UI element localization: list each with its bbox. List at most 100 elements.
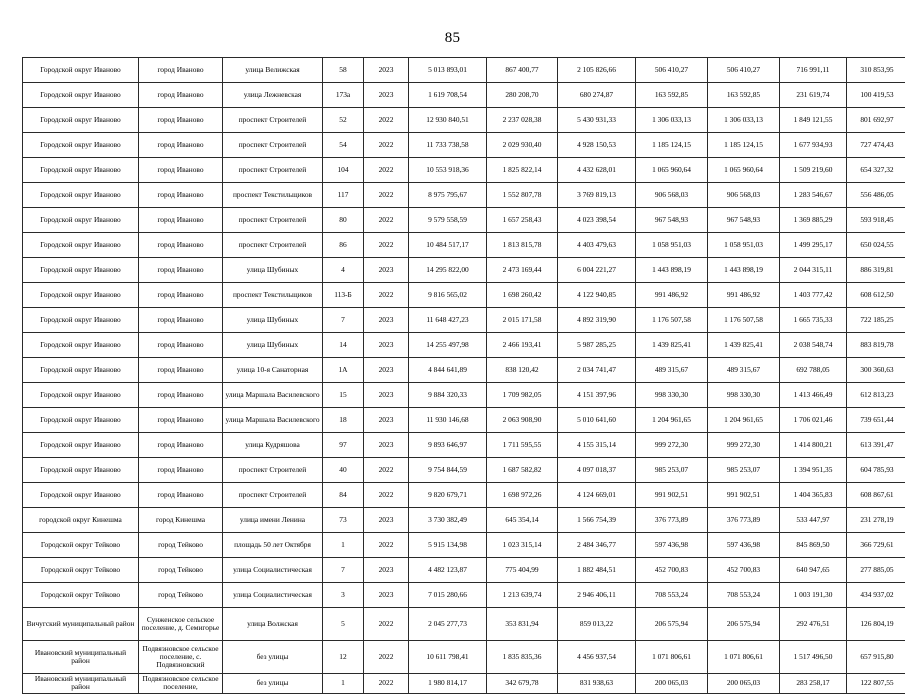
- cell-total: 9 884 320,33: [409, 383, 487, 408]
- cell-municipality: Городской округ Иваново: [23, 108, 139, 133]
- cell-amount_4: 1 065 960,64: [636, 158, 708, 183]
- cell-amount_3: 4 124 669,01: [558, 483, 636, 508]
- cell-house: 54: [323, 133, 364, 158]
- cell-settlement: Подвязновское сельское поселение,: [139, 674, 223, 694]
- cell-year: 2022: [364, 183, 409, 208]
- cell-amount_2: 2 237 028,38: [487, 108, 558, 133]
- cell-street: без улицы: [223, 674, 323, 694]
- cell-amount_3: 4 023 398,54: [558, 208, 636, 233]
- cell-house: 80: [323, 208, 364, 233]
- cell-amount_5: 1 439 825,41: [708, 333, 780, 358]
- cell-street: улица Социалистическая: [223, 558, 323, 583]
- cell-settlement: город Тейково: [139, 533, 223, 558]
- cell-amount_3: 4 432 628,01: [558, 158, 636, 183]
- cell-amount_5: 708 553,24: [708, 583, 780, 608]
- cell-amount_5: 1 443 898,19: [708, 258, 780, 283]
- cell-amount_7: 722 185,25: [847, 308, 905, 333]
- cell-municipality: Городской округ Иваново: [23, 283, 139, 308]
- cell-amount_2: 1 825 822,14: [487, 158, 558, 183]
- cell-total: 9 579 558,59: [409, 208, 487, 233]
- cell-amount_7: 300 360,63: [847, 358, 905, 383]
- cell-total: 1 980 814,17: [409, 674, 487, 694]
- cell-amount_5: 1 306 033,13: [708, 108, 780, 133]
- cell-amount_6: 1 404 365,83: [780, 483, 847, 508]
- cell-amount_7: 604 785,93: [847, 458, 905, 483]
- cell-amount_4: 999 272,30: [636, 433, 708, 458]
- cell-amount_6: 231 619,74: [780, 83, 847, 108]
- cell-total: 9 820 679,71: [409, 483, 487, 508]
- cell-house: 4: [323, 258, 364, 283]
- cell-street: проспект Строителей: [223, 158, 323, 183]
- cell-amount_6: 1 677 934,93: [780, 133, 847, 158]
- cell-amount_2: 280 208,70: [487, 83, 558, 108]
- cell-amount_7: 231 278,19: [847, 508, 905, 533]
- cell-street: улица Лежневская: [223, 83, 323, 108]
- cell-amount_2: 1 023 315,14: [487, 533, 558, 558]
- cell-year: 2022: [364, 283, 409, 308]
- cell-amount_2: 2 029 930,40: [487, 133, 558, 158]
- cell-settlement: город Тейково: [139, 558, 223, 583]
- cell-settlement: город Иваново: [139, 283, 223, 308]
- cell-amount_3: 5 430 931,33: [558, 108, 636, 133]
- cell-amount_3: 831 938,63: [558, 674, 636, 694]
- cell-total: 5 013 893,01: [409, 58, 487, 83]
- cell-amount_6: 1 849 121,55: [780, 108, 847, 133]
- cell-total: 9 754 844,59: [409, 458, 487, 483]
- cell-year: 2023: [364, 308, 409, 333]
- cell-amount_6: 533 447,97: [780, 508, 847, 533]
- cell-settlement: Подвязновское сельское поселение, с. Под…: [139, 641, 223, 674]
- cell-street: улица 10-я Санаторная: [223, 358, 323, 383]
- cell-settlement: город Иваново: [139, 158, 223, 183]
- cell-house: 52: [323, 108, 364, 133]
- cell-house: 73: [323, 508, 364, 533]
- cell-amount_2: 1 687 582,82: [487, 458, 558, 483]
- cell-amount_7: 556 486,05: [847, 183, 905, 208]
- cell-amount_7: 277 885,05: [847, 558, 905, 583]
- cell-amount_4: 1 204 961,65: [636, 408, 708, 433]
- cell-amount_5: 1 204 961,65: [708, 408, 780, 433]
- cell-amount_2: 2 473 169,44: [487, 258, 558, 283]
- cell-total: 2 045 277,73: [409, 608, 487, 641]
- cell-amount_2: 1 657 258,43: [487, 208, 558, 233]
- cell-amount_7: 727 474,43: [847, 133, 905, 158]
- cell-settlement: город Иваново: [139, 258, 223, 283]
- cell-municipality: Городской округ Иваново: [23, 183, 139, 208]
- cell-municipality: Городской округ Иваново: [23, 358, 139, 383]
- cell-amount_4: 200 065,03: [636, 674, 708, 694]
- cell-amount_2: 867 400,77: [487, 58, 558, 83]
- cell-year: 2023: [364, 583, 409, 608]
- cell-total: 9 893 646,97: [409, 433, 487, 458]
- cell-total: 5 915 134,98: [409, 533, 487, 558]
- cell-settlement: Сунженское сельское поселение, д. Семиго…: [139, 608, 223, 641]
- cell-amount_5: 991 486,92: [708, 283, 780, 308]
- cell-year: 2023: [364, 333, 409, 358]
- cell-amount_4: 998 330,30: [636, 383, 708, 408]
- cell-house: 5: [323, 608, 364, 641]
- cell-amount_7: 608 612,50: [847, 283, 905, 308]
- cell-amount_5: 1 176 507,58: [708, 308, 780, 333]
- cell-amount_3: 1 882 484,51: [558, 558, 636, 583]
- cell-amount_4: 1 439 825,41: [636, 333, 708, 358]
- cell-amount_5: 1 071 806,61: [708, 641, 780, 674]
- cell-total: 11 648 427,23: [409, 308, 487, 333]
- cell-amount_3: 4 122 940,85: [558, 283, 636, 308]
- cell-amount_5: 163 592,85: [708, 83, 780, 108]
- cell-settlement: город Тейково: [139, 583, 223, 608]
- cell-settlement: город Иваново: [139, 333, 223, 358]
- cell-municipality: Городской округ Иваново: [23, 458, 139, 483]
- cell-year: 2022: [364, 233, 409, 258]
- cell-house: 113-Б: [323, 283, 364, 308]
- cell-settlement: город Иваново: [139, 433, 223, 458]
- cell-year: 2023: [364, 408, 409, 433]
- cell-year: 2022: [364, 674, 409, 694]
